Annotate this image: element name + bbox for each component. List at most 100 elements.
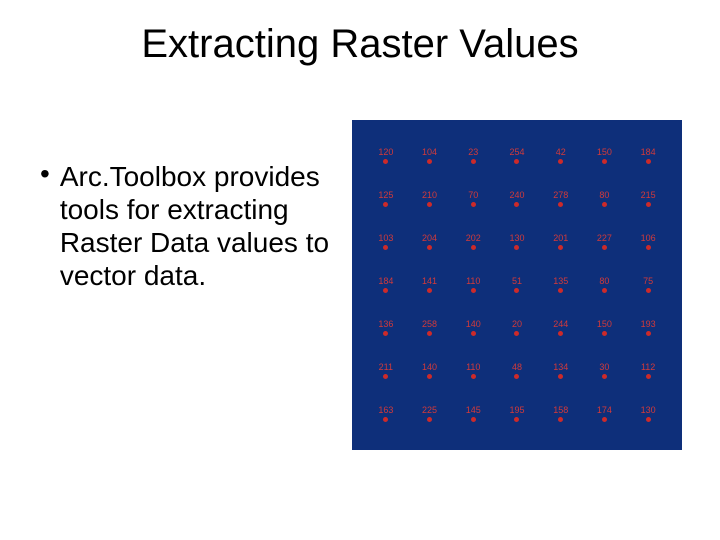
raster-point-icon <box>602 417 607 422</box>
raster-cell: 136 <box>364 307 408 350</box>
raster-point-icon <box>383 159 388 164</box>
raster-value-label: 225 <box>422 406 437 415</box>
raster-point-icon <box>602 202 607 207</box>
raster-point-icon <box>514 331 519 336</box>
raster-value-label: 130 <box>509 234 524 243</box>
raster-value-label: 141 <box>422 277 437 286</box>
raster-point-icon <box>471 331 476 336</box>
bullet-marker: • <box>40 160 50 188</box>
raster-value-label: 70 <box>468 191 478 200</box>
raster-cell: 201 <box>539 220 583 263</box>
raster-value-label: 134 <box>553 363 568 372</box>
raster-cell: 211 <box>364 350 408 393</box>
raster-point-icon <box>602 159 607 164</box>
raster-cell: 23 <box>451 134 495 177</box>
raster-point-icon <box>514 374 519 379</box>
raster-value-label: 135 <box>553 277 568 286</box>
raster-point-icon <box>602 331 607 336</box>
bullet-block: • Arc.Toolbox provides tools for extract… <box>40 160 360 292</box>
raster-point-icon <box>558 245 563 250</box>
raster-value-label: 42 <box>556 148 566 157</box>
raster-value-label: 75 <box>643 277 653 286</box>
raster-cell: 130 <box>495 220 539 263</box>
raster-value-label: 195 <box>509 406 524 415</box>
raster-cell: 184 <box>626 134 670 177</box>
raster-point-icon <box>471 159 476 164</box>
raster-cell: 193 <box>626 307 670 350</box>
raster-point-icon <box>427 159 432 164</box>
raster-value-label: 80 <box>599 277 609 286</box>
raster-point-icon <box>602 245 607 250</box>
raster-point-icon <box>602 288 607 293</box>
raster-cell: 120 <box>364 134 408 177</box>
raster-cell: 48 <box>495 350 539 393</box>
raster-value-label: 103 <box>378 234 393 243</box>
raster-point-icon <box>646 417 651 422</box>
raster-cell: 70 <box>451 177 495 220</box>
raster-point-icon <box>471 245 476 250</box>
raster-cell: 30 <box>583 350 627 393</box>
raster-cell: 278 <box>539 177 583 220</box>
raster-point-icon <box>646 374 651 379</box>
raster-point-icon <box>602 374 607 379</box>
raster-value-label: 163 <box>378 406 393 415</box>
raster-cell: 130 <box>626 393 670 436</box>
bullet-text: Arc.Toolbox provides tools for extractin… <box>60 160 360 292</box>
raster-cell: 125 <box>364 177 408 220</box>
raster-cell: 163 <box>364 393 408 436</box>
raster-point-icon <box>427 202 432 207</box>
raster-value-label: 120 <box>378 148 393 157</box>
raster-value-label: 125 <box>378 191 393 200</box>
raster-value-label: 184 <box>641 148 656 157</box>
raster-cell: 225 <box>408 393 452 436</box>
raster-value-label: 140 <box>422 363 437 372</box>
raster-cell: 204 <box>408 220 452 263</box>
raster-value-label: 145 <box>466 406 481 415</box>
raster-point-icon <box>514 202 519 207</box>
raster-point-icon <box>383 202 388 207</box>
raster-cell: 135 <box>539 263 583 306</box>
raster-value-label: 174 <box>597 406 612 415</box>
body-row: • Arc.Toolbox provides tools for extract… <box>0 160 720 520</box>
raster-cell: 141 <box>408 263 452 306</box>
raster-point-icon <box>646 288 651 293</box>
bullet-item: • Arc.Toolbox provides tools for extract… <box>40 160 360 292</box>
raster-point-icon <box>427 417 432 422</box>
raster-panel: 1201042325442150184125210702402788021510… <box>352 120 682 450</box>
raster-value-label: 112 <box>641 363 655 372</box>
raster-cell: 195 <box>495 393 539 436</box>
raster-cell: 240 <box>495 177 539 220</box>
raster-value-label: 48 <box>512 363 522 372</box>
raster-value-label: 150 <box>597 320 612 329</box>
raster-cell: 75 <box>626 263 670 306</box>
raster-cell: 80 <box>583 263 627 306</box>
raster-point-icon <box>558 374 563 379</box>
raster-point-icon <box>558 159 563 164</box>
raster-point-icon <box>514 288 519 293</box>
raster-value-label: 258 <box>422 320 437 329</box>
raster-cell: 150 <box>583 307 627 350</box>
raster-value-label: 110 <box>466 363 480 372</box>
raster-point-icon <box>383 374 388 379</box>
raster-cell: 215 <box>626 177 670 220</box>
raster-cell: 254 <box>495 134 539 177</box>
raster-cell: 134 <box>539 350 583 393</box>
raster-cell: 227 <box>583 220 627 263</box>
raster-cell: 42 <box>539 134 583 177</box>
raster-cell: 244 <box>539 307 583 350</box>
raster-point-icon <box>514 245 519 250</box>
raster-cell: 80 <box>583 177 627 220</box>
raster-point-icon <box>646 202 651 207</box>
raster-cell: 104 <box>408 134 452 177</box>
raster-point-icon <box>471 374 476 379</box>
raster-value-label: 278 <box>553 191 568 200</box>
raster-point-icon <box>383 288 388 293</box>
raster-cell: 145 <box>451 393 495 436</box>
raster-value-label: 150 <box>597 148 612 157</box>
raster-cell: 210 <box>408 177 452 220</box>
raster-point-icon <box>514 417 519 422</box>
raster-point-icon <box>471 417 476 422</box>
raster-value-label: 204 <box>422 234 437 243</box>
raster-cell: 184 <box>364 263 408 306</box>
raster-cell: 112 <box>626 350 670 393</box>
